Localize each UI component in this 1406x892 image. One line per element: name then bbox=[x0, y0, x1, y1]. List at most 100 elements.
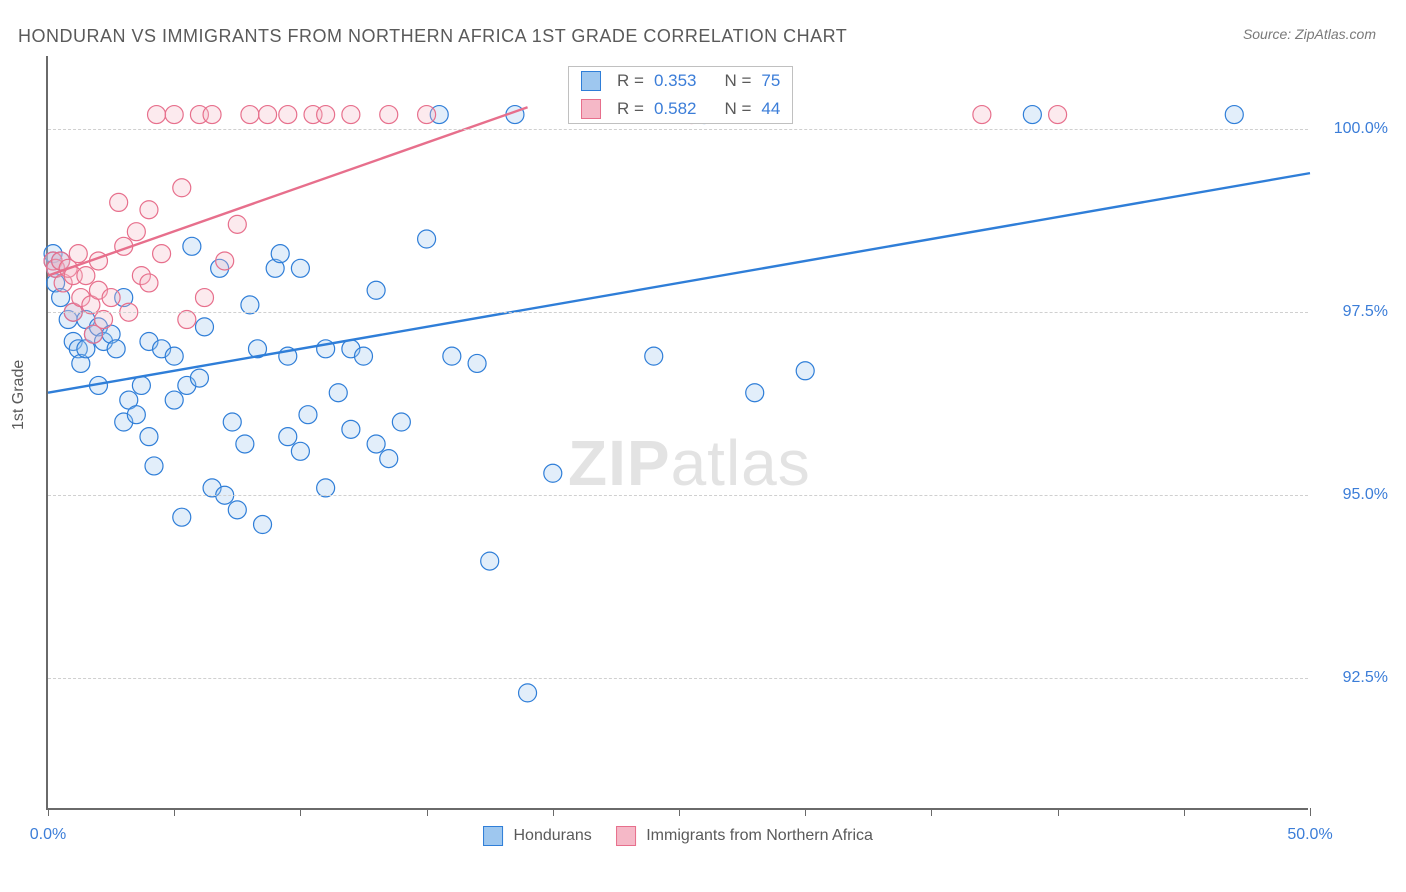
data-point bbox=[165, 391, 183, 409]
y-axis-label: 1st Grade bbox=[10, 360, 28, 430]
data-point bbox=[140, 274, 158, 292]
data-point bbox=[178, 311, 196, 329]
source-attribution: Source: ZipAtlas.com bbox=[1243, 26, 1376, 42]
x-tick bbox=[1184, 808, 1185, 816]
data-point bbox=[342, 420, 360, 438]
data-point bbox=[140, 428, 158, 446]
y-tick-label: 92.5% bbox=[1343, 669, 1388, 687]
gridline-h bbox=[48, 678, 1308, 679]
data-point bbox=[223, 413, 241, 431]
correlation-stats-box: R = 0.353 N = 75 R = 0.582 N = 44 bbox=[568, 66, 793, 124]
data-point bbox=[329, 384, 347, 402]
stats-row-nafrica: R = 0.582 N = 44 bbox=[569, 95, 792, 123]
data-point bbox=[291, 442, 309, 460]
x-tick bbox=[427, 808, 428, 816]
y-tick-label: 97.5% bbox=[1343, 303, 1388, 321]
x-tick bbox=[174, 808, 175, 816]
data-point bbox=[544, 464, 562, 482]
data-point bbox=[317, 479, 335, 497]
data-point bbox=[148, 106, 166, 124]
legend-label-nafrica: Immigrants from Northern Africa bbox=[646, 827, 873, 844]
stats-r-value-hondurans: 0.353 bbox=[654, 71, 697, 91]
data-point bbox=[279, 106, 297, 124]
data-point bbox=[367, 281, 385, 299]
data-point bbox=[342, 106, 360, 124]
data-point bbox=[271, 245, 289, 263]
legend-swatch-hondurans bbox=[483, 826, 503, 846]
x-tick bbox=[679, 808, 680, 816]
stats-n-value-hondurans: 75 bbox=[761, 71, 780, 91]
data-point bbox=[299, 406, 317, 424]
data-point bbox=[519, 684, 537, 702]
x-tick bbox=[553, 808, 554, 816]
data-point bbox=[183, 237, 201, 255]
stats-row-hondurans: R = 0.353 N = 75 bbox=[569, 67, 792, 95]
data-point bbox=[380, 450, 398, 468]
data-point bbox=[228, 215, 246, 233]
gridline-h bbox=[48, 312, 1308, 313]
x-tick bbox=[805, 808, 806, 816]
trend-line bbox=[48, 173, 1310, 393]
stats-swatch-nafrica bbox=[581, 99, 601, 119]
data-point bbox=[203, 106, 221, 124]
stats-r-label: R = bbox=[617, 71, 644, 91]
data-point bbox=[153, 245, 171, 263]
x-tick bbox=[931, 808, 932, 816]
data-point bbox=[216, 252, 234, 270]
data-point bbox=[132, 376, 150, 394]
data-point bbox=[173, 179, 191, 197]
data-point bbox=[355, 347, 373, 365]
x-tick-label: 0.0% bbox=[30, 826, 66, 844]
data-point bbox=[102, 289, 120, 307]
data-point bbox=[796, 362, 814, 380]
stats-n-value-nafrica: 44 bbox=[761, 99, 780, 119]
gridline-h bbox=[48, 495, 1308, 496]
data-point bbox=[1225, 106, 1243, 124]
data-point bbox=[145, 457, 163, 475]
x-tick bbox=[1058, 808, 1059, 816]
legend-item-hondurans: Hondurans bbox=[483, 826, 592, 846]
data-point bbox=[107, 340, 125, 358]
data-point bbox=[165, 347, 183, 365]
legend: Hondurans Immigrants from Northern Afric… bbox=[483, 826, 873, 846]
stats-n-label: N = bbox=[724, 99, 751, 119]
legend-label-hondurans: Hondurans bbox=[513, 827, 591, 844]
data-point bbox=[236, 435, 254, 453]
data-point bbox=[195, 318, 213, 336]
data-point bbox=[317, 106, 335, 124]
data-point bbox=[165, 106, 183, 124]
data-point bbox=[77, 267, 95, 285]
data-point bbox=[418, 106, 436, 124]
plot-area: R = 0.353 N = 75 R = 0.582 N = 44 ZIPatl… bbox=[46, 56, 1308, 810]
legend-item-nafrica: Immigrants from Northern Africa bbox=[616, 826, 873, 846]
x-tick bbox=[300, 808, 301, 816]
data-point bbox=[481, 552, 499, 570]
stats-n-label: N = bbox=[724, 71, 751, 91]
stats-swatch-hondurans bbox=[581, 71, 601, 91]
stats-r-value-nafrica: 0.582 bbox=[654, 99, 697, 119]
data-point bbox=[241, 296, 259, 314]
y-tick-label: 100.0% bbox=[1334, 120, 1388, 138]
data-point bbox=[127, 223, 145, 241]
gridline-h bbox=[48, 129, 1308, 130]
data-point bbox=[645, 347, 663, 365]
data-point bbox=[241, 106, 259, 124]
data-point bbox=[173, 508, 191, 526]
data-point bbox=[195, 289, 213, 307]
data-point bbox=[392, 413, 410, 431]
data-point bbox=[95, 311, 113, 329]
data-point bbox=[1023, 106, 1041, 124]
chart-title: HONDURAN VS IMMIGRANTS FROM NORTHERN AFR… bbox=[18, 26, 847, 47]
x-tick bbox=[48, 808, 49, 816]
data-point bbox=[746, 384, 764, 402]
data-point bbox=[190, 369, 208, 387]
legend-swatch-nafrica bbox=[616, 826, 636, 846]
data-point bbox=[69, 245, 87, 263]
data-point bbox=[259, 106, 277, 124]
x-tick-label: 50.0% bbox=[1287, 826, 1332, 844]
data-point bbox=[279, 428, 297, 446]
data-point bbox=[127, 406, 145, 424]
data-point bbox=[973, 106, 991, 124]
data-point bbox=[254, 516, 272, 534]
chart-svg bbox=[48, 56, 1308, 808]
